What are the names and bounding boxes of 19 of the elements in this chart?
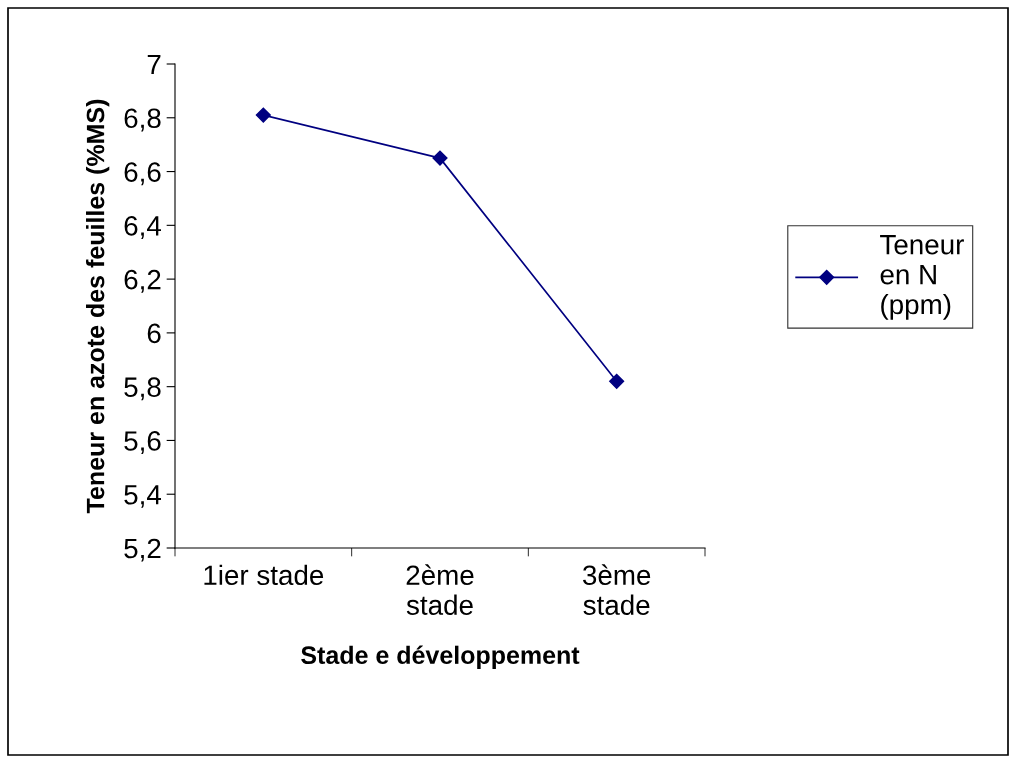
x-tick-label: 1ier stade [204,564,324,586]
y-tick-label: 6,6 [124,162,161,186]
y-tick-label: 5,8 [124,377,161,401]
point [609,373,625,389]
point [432,150,448,166]
x-tick-label: 3ème stade [582,564,651,615]
y-tick-label: 5,2 [124,538,161,562]
y-tick-label: 7 [147,54,161,75]
y-tick-label: 6,2 [124,269,161,293]
legend-label: Teneur en N (ppm) [880,235,964,320]
y-tick-label: 5,4 [124,485,161,508]
point [255,107,271,123]
y-tick-label: 6 [147,323,161,344]
x-axis-title: Stade e développement [301,645,580,669]
y-tick-label: 5,6 [124,431,161,455]
y-tick-label: 6,8 [124,108,161,132]
x-tick-label: 2ème stade [406,564,474,615]
y-axis-title: Teneur en azote des feuilles (%MS) [86,99,110,514]
y-tick-label: 6,4 [124,216,161,239]
